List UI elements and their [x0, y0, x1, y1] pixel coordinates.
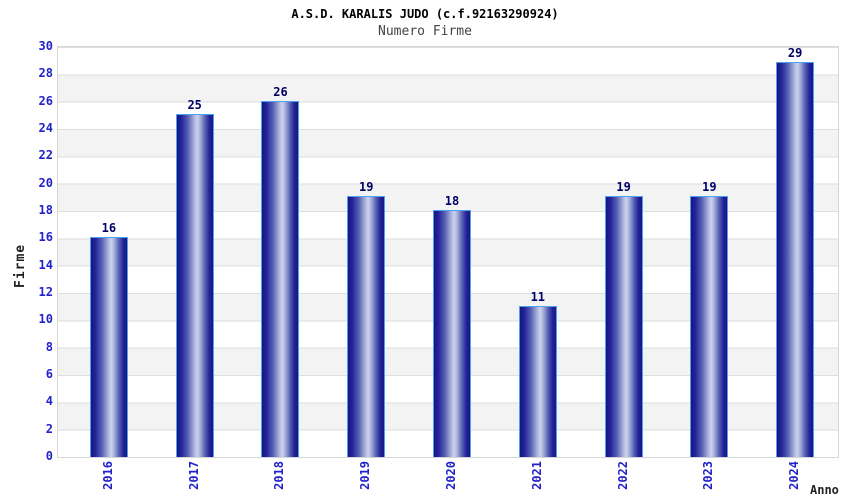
x-tick-slot: 2018 — [237, 461, 323, 490]
x-tick-label: 2024 — [787, 461, 802, 490]
bar-value-label: 16 — [101, 221, 117, 236]
y-tick-label: 26 — [38, 93, 53, 108]
bar-slot: 25 — [152, 47, 238, 457]
bar — [433, 210, 472, 457]
x-tick-slot: 2017 — [151, 461, 237, 490]
bar-value-label: 18 — [444, 194, 460, 208]
x-tick-slot: 2019 — [322, 461, 408, 490]
x-tick-label: 2023 — [701, 461, 716, 490]
y-tick-label: 30 — [38, 39, 53, 53]
x-tick-slot: 2022 — [580, 461, 666, 490]
bar-slot: 19 — [323, 47, 409, 457]
x-tick-label: 2019 — [358, 461, 373, 490]
y-tick-label: 4 — [45, 394, 53, 409]
bar — [518, 305, 557, 457]
y-tick-label: 18 — [38, 203, 53, 217]
x-tick-slot: 2020 — [408, 461, 494, 490]
x-tick-slot: 2023 — [665, 461, 751, 490]
x-tick-label: 2020 — [444, 461, 459, 490]
bar-slot: 26 — [238, 47, 324, 457]
bar-value-label: 25 — [187, 98, 202, 113]
bar-value-label: 19 — [359, 180, 374, 195]
y-tick-label: 28 — [38, 66, 53, 81]
bar-slot: 18 — [409, 47, 495, 457]
x-tick-label: 2022 — [615, 461, 630, 490]
x-axis-labels: 2016 2017 2018 2019 2020 2021 2022 2023 2024 — [65, 461, 837, 499]
bar — [776, 62, 815, 457]
y-tick-label: 16 — [38, 230, 53, 245]
x-tick-label: 2016 — [100, 461, 115, 490]
plot-area: 16 25 26 19 18 11 19 19 29 — [57, 46, 839, 458]
y-tick-label: 14 — [38, 257, 53, 272]
bar-value-label: 19 — [702, 180, 717, 195]
y-tick-label: 22 — [38, 148, 53, 163]
y-tick-label: 8 — [45, 339, 53, 354]
bars-row: 16 25 26 19 18 11 19 19 29 — [66, 47, 838, 457]
x-axis-title: Anno — [810, 483, 839, 497]
y-axis-ticks: 0 2 4 6 8 10 12 14 16 18 20 22 24 26 28 30 — [0, 39, 53, 463]
bar-value-label: 11 — [530, 289, 546, 304]
x-tick-slot: 2021 — [494, 461, 580, 490]
x-tick-slot: 2016 — [65, 461, 151, 490]
bar-slot: 11 — [495, 47, 581, 457]
x-tick-label: 2021 — [529, 461, 544, 490]
bar-slot: 16 — [66, 47, 152, 457]
chart-subtitle: Numero Firme — [378, 24, 472, 39]
bar — [89, 237, 128, 457]
bar-slot: 19 — [666, 47, 752, 457]
bar-value-label: 26 — [273, 84, 288, 99]
bar — [604, 196, 643, 457]
y-tick-label: 20 — [38, 175, 53, 190]
bar — [347, 196, 386, 457]
x-tick-label: 2018 — [272, 461, 287, 490]
chart-title: A.S.D. KARALIS JUDO (c.f.92163290924) — [291, 7, 559, 21]
bar — [261, 100, 300, 457]
y-tick-label: 6 — [45, 367, 53, 381]
y-tick-label: 12 — [38, 285, 53, 299]
bar — [175, 114, 214, 457]
bar — [690, 196, 729, 457]
bar-slot: 29 — [752, 47, 838, 457]
bar-value-label: 29 — [787, 46, 803, 60]
x-tick-label: 2017 — [186, 461, 201, 490]
bar-slot: 19 — [581, 47, 667, 457]
y-tick-label: 24 — [38, 121, 53, 135]
y-tick-label: 0 — [45, 449, 53, 463]
y-tick-label: 2 — [45, 421, 53, 436]
bar-value-label: 19 — [616, 180, 631, 195]
y-tick-label: 10 — [38, 312, 53, 327]
